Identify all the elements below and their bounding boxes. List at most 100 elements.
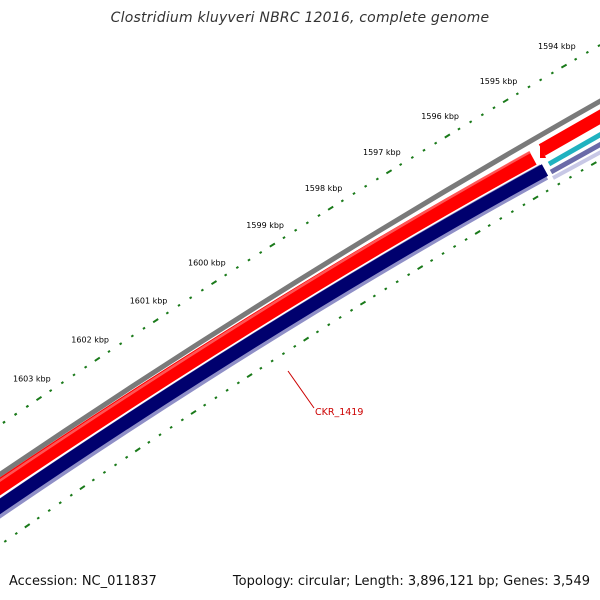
outer-minor-tick [14,412,18,416]
outer-minor-tick [492,106,496,110]
inner-major-tick [359,300,367,306]
kbp-scale-label: 1603 kbp [13,375,51,384]
inner-minor-tick [338,315,342,320]
outer-minor-tick [480,113,484,117]
genome-summary-text: Topology: circular; Length: 3,896,121 bp… [232,574,590,589]
inner-minor-tick [58,501,62,505]
forward-strand-gene-right [538,109,600,156]
outer-minor-tick [550,71,554,75]
outer-minor-tick [434,141,438,145]
outer-minor-tick [317,213,321,218]
outer-major-tick [94,356,101,362]
kbp-scale-label: 1594 kbp [538,42,576,51]
teal-gene-segment [547,131,600,167]
outer-minor-tick [2,420,6,424]
kbp-scale-label: 1601 kbp [130,297,168,306]
outer-minor-tick [107,349,111,354]
inner-minor-tick [147,440,151,444]
inner-major-tick [190,409,197,415]
inner-major-tick [134,447,141,453]
inner-minor-tick [14,531,18,536]
gene-label-ckr-1419: CKR_1419 [315,407,363,418]
inner-minor-tick [395,280,399,284]
forward-strand-gene-highlight [0,150,531,482]
reverse-gene-right-segment [549,141,600,175]
outer-major-tick [502,98,509,104]
accession-text: Accession: NC_011837 [9,574,157,589]
outer-major-tick [560,63,568,69]
inner-major-tick [79,485,86,491]
inner-minor-tick [47,508,51,513]
outer-minor-tick [224,273,228,277]
outer-major-tick [327,205,334,211]
inner-minor-tick [270,359,274,363]
outer-minor-tick [399,163,403,167]
outer-minor-tick [515,92,519,96]
light-gene-right-segment [552,150,600,180]
outer-minor-tick [294,228,298,232]
inner-minor-tick [407,273,411,277]
inner-minor-tick [180,418,184,422]
outer-minor-tick [259,251,263,255]
inner-minor-tick [281,352,286,356]
genome-backbone-arc [0,98,600,478]
inner-minor-tick [429,259,434,263]
inner-major-tick [246,373,253,379]
outer-minor-tick [130,334,134,338]
kbp-scale-label: 1595 kbp [480,77,518,86]
outer-major-tick [152,318,159,324]
kbp-scale-label: 1596 kbp [421,112,459,121]
inner-minor-tick [327,323,331,327]
inner-minor-tick [580,168,584,172]
outer-minor-tick [539,78,543,82]
inner-major-tick [303,336,310,342]
outer-minor-tick [247,258,251,262]
inner-minor-tick [125,455,129,459]
outer-minor-tick [142,326,146,330]
outer-minor-tick [585,50,589,54]
outer-minor-tick [574,57,578,61]
inner-minor-tick [69,493,73,497]
inner-minor-tick [91,478,95,482]
outer-minor-tick [189,296,193,300]
inner-minor-tick [384,287,388,291]
inner-major-tick [417,265,424,271]
outer-minor-tick [352,192,356,196]
outer-minor-tick [200,288,204,292]
outer-major-tick [269,242,276,248]
inner-minor-tick [214,396,218,400]
outer-minor-tick [364,184,368,188]
inner-minor-tick [510,210,514,214]
inner-major-tick [590,161,597,166]
forward-strand-gene [0,151,537,496]
outer-minor-tick [119,342,123,346]
inner-minor-tick [372,294,376,298]
kbp-scale-label: 1600 kbp [188,259,226,268]
outer-major-tick [385,169,393,175]
inner-minor-tick [36,516,40,520]
inner-minor-tick [203,403,207,407]
outer-minor-tick [282,236,286,240]
inner-minor-tick [522,203,526,207]
outer-minor-tick [527,85,531,89]
kbp-scale-label: 1598 kbp [305,184,343,193]
gene-label-leader-line [287,370,315,409]
outer-major-tick [210,280,218,286]
inner-minor-tick [349,308,354,312]
outer-minor-tick [165,311,169,315]
inner-tick-scale [3,161,597,543]
outer-minor-tick [410,155,414,159]
outer-minor-tick [422,148,426,152]
outer-major-tick [35,395,43,402]
outer-minor-tick [72,373,76,377]
inner-major-tick [532,195,539,201]
outer-major-tick [444,133,451,139]
inner-minor-tick [545,189,549,193]
inner-major-tick [474,230,481,235]
forward-gene-right-arrowhead [540,143,546,158]
outer-minor-tick [340,199,344,203]
inner-minor-tick [557,182,561,186]
inner-minor-tick [225,388,229,392]
